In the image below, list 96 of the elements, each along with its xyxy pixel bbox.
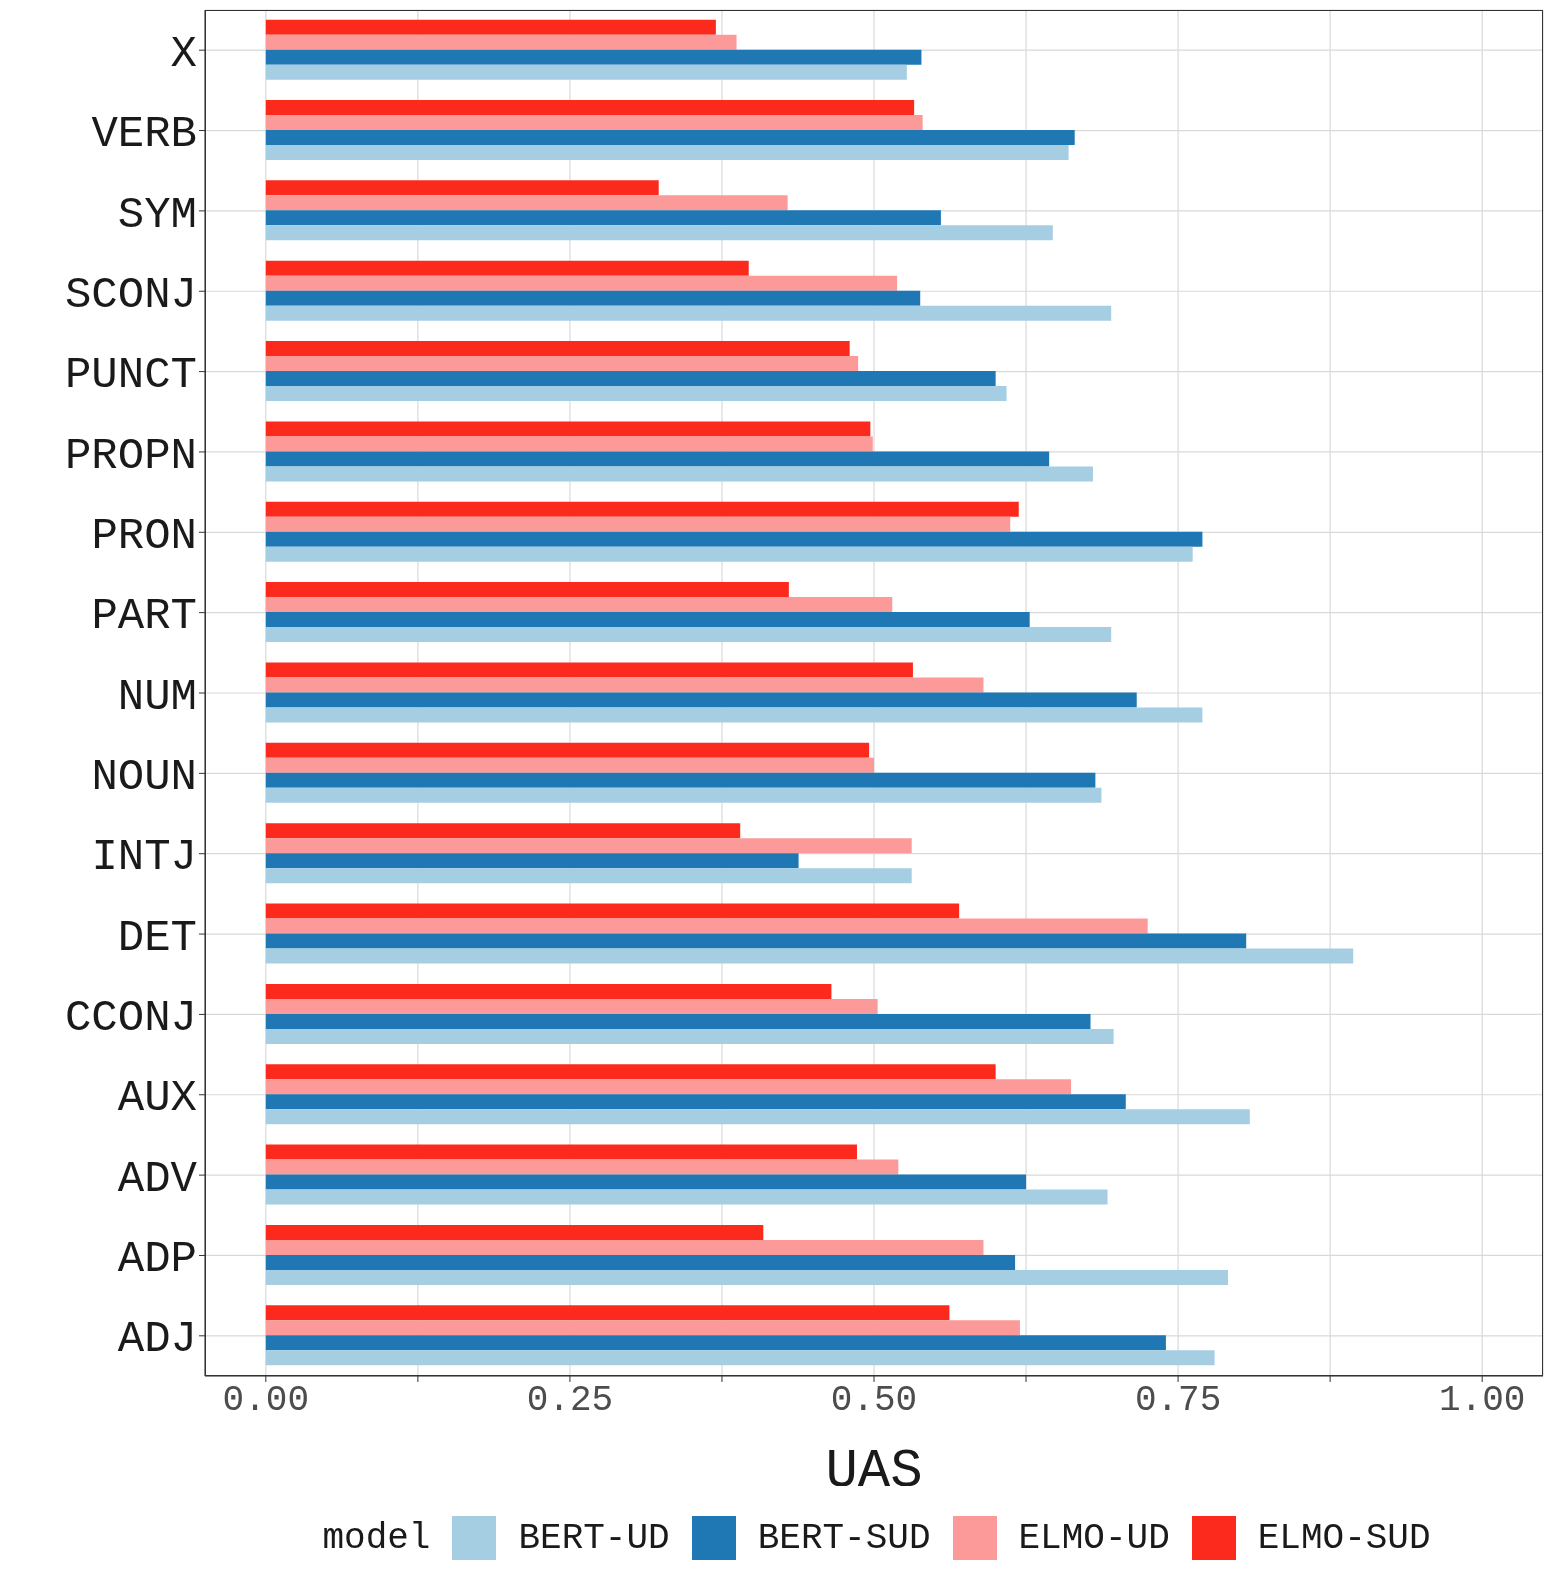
bar: [265, 371, 996, 387]
bar: [265, 341, 850, 357]
bar: [265, 305, 1112, 321]
bar: [265, 998, 878, 1014]
bar: [265, 948, 1354, 964]
legend-label: BERT-SUD: [757, 1517, 931, 1559]
bar: [265, 290, 921, 306]
bar: [265, 225, 1053, 241]
bar: [265, 145, 1069, 160]
bar: [265, 1189, 1108, 1205]
bar: [265, 1159, 899, 1175]
bar: [265, 627, 1112, 643]
bar: [265, 918, 1148, 934]
bar: [265, 1174, 1027, 1190]
bar: [265, 612, 1030, 628]
x-tick-label: 0.25: [526, 1379, 614, 1421]
bar: [265, 757, 874, 773]
bar: [265, 707, 1203, 723]
y-tick-label: PART: [91, 591, 197, 642]
bar: [265, 1224, 764, 1240]
bar: [265, 451, 1050, 467]
bar: [265, 1350, 1215, 1366]
bar: [265, 195, 788, 211]
bar: [265, 115, 923, 130]
bar: [265, 356, 859, 372]
bar: [265, 1144, 857, 1160]
x-tick-label: 0.75: [1134, 1379, 1222, 1421]
y-tick-label: AUX: [117, 1073, 197, 1124]
bar: [265, 823, 741, 839]
y-tick-label: PRON: [91, 510, 197, 561]
bar: [265, 903, 960, 919]
bar: [265, 546, 1193, 562]
bar: [265, 100, 915, 115]
y-tick-label: ADP: [117, 1234, 197, 1285]
bar: [265, 49, 922, 65]
bar: [265, 787, 1102, 803]
bar: [265, 838, 912, 854]
bar: [265, 436, 873, 452]
bar: [265, 19, 716, 35]
bar: [265, 1305, 950, 1321]
x-axis-title: UAS: [825, 1441, 923, 1502]
x-tick-label: 0.50: [830, 1379, 918, 1421]
y-tick-label: PROPN: [64, 430, 197, 481]
y-tick-label: DET: [117, 912, 197, 963]
bar: [265, 1320, 1020, 1336]
y-tick-label: ADV: [117, 1153, 198, 1204]
bar: [265, 64, 907, 80]
y-tick-label: VERB: [91, 109, 197, 160]
bar: [265, 1269, 1228, 1285]
legend-title: model: [322, 1517, 431, 1559]
bar: [265, 386, 1007, 402]
bar: [265, 853, 799, 869]
x-tick-label: 1.00: [1438, 1379, 1526, 1421]
y-tick-label: NOUN: [91, 751, 197, 802]
bar: [265, 516, 1011, 532]
y-tick-label: CCONJ: [64, 993, 197, 1044]
bar: [265, 34, 737, 50]
bar: [265, 1254, 1016, 1270]
y-tick-label: INTJ: [91, 832, 197, 883]
bar: [265, 1013, 1091, 1029]
bar: [265, 1239, 984, 1255]
bar: [265, 1079, 1072, 1095]
bar: [265, 662, 913, 678]
bar: [265, 421, 871, 437]
y-tick-label: X: [170, 28, 197, 79]
bar: [265, 597, 893, 613]
legend-label: BERT-UD: [518, 1517, 670, 1559]
bar: [265, 677, 984, 693]
bar: [265, 531, 1203, 547]
bar: [265, 1109, 1250, 1125]
bar: [265, 275, 898, 291]
bar: [265, 1094, 1126, 1110]
bar: [265, 130, 1075, 145]
bar: [265, 582, 789, 598]
y-tick-label: SYM: [117, 189, 197, 240]
bar: [265, 466, 1093, 482]
bar: [265, 742, 870, 758]
bar: [265, 692, 1137, 708]
bar: [265, 1028, 1114, 1044]
bar: [265, 1335, 1166, 1351]
y-tick-label: ADJ: [117, 1314, 197, 1365]
bar: [265, 501, 1019, 517]
y-tick-label: SCONJ: [64, 269, 197, 320]
bar: [265, 260, 749, 276]
bar: [265, 180, 659, 196]
legend-label: ELMO-UD: [1018, 1517, 1170, 1559]
y-tick-label: NUM: [117, 671, 197, 722]
bar: [265, 1064, 996, 1080]
legend-label: ELMO-SUD: [1257, 1517, 1431, 1559]
bar: [265, 983, 832, 999]
bar: [265, 210, 941, 226]
bar: [265, 772, 1096, 788]
bar: [265, 868, 912, 884]
y-tick-label: PUNCT: [64, 350, 197, 401]
x-tick-label: 0.00: [222, 1379, 310, 1421]
bar: [265, 933, 1247, 949]
